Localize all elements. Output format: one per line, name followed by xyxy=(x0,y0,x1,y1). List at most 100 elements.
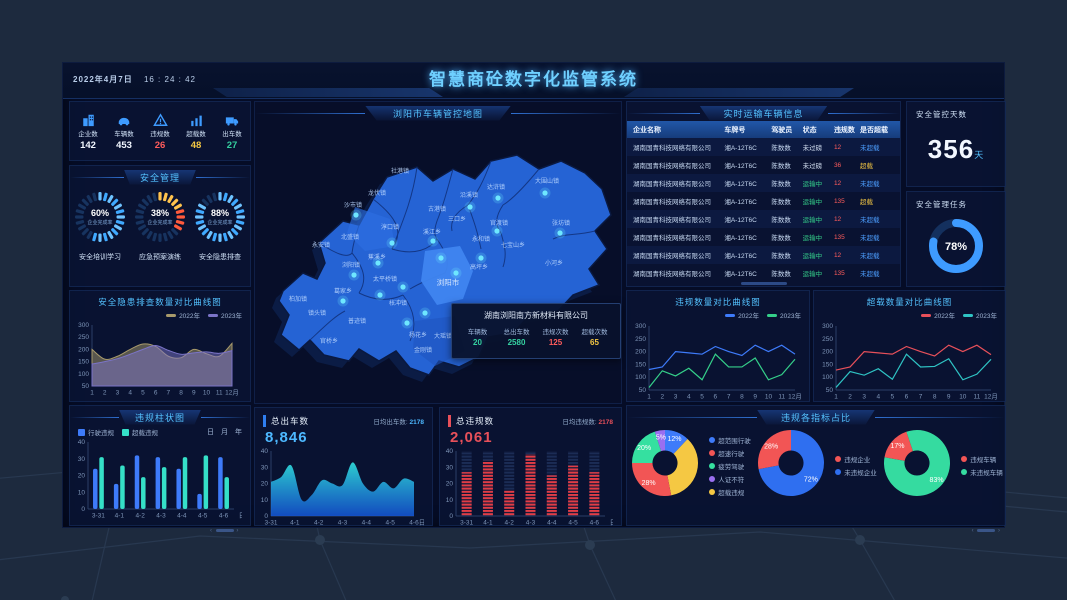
table-cell: 湘A-12T6C xyxy=(724,163,757,170)
svg-text:0: 0 xyxy=(449,513,453,520)
svg-text:10: 10 xyxy=(446,497,454,504)
table-cell: 陈数数 xyxy=(771,163,791,170)
vehicle-location-dot[interactable] xyxy=(430,238,436,244)
table-row[interactable]: 湖南国青科技网络有限公司 湘A-12T6C 陈数数 未过磅 12 未超载 xyxy=(627,138,900,156)
table-cell: 湘A-12T6C xyxy=(724,271,757,278)
tab-day[interactable]: 日 xyxy=(207,429,214,436)
vehicle-location-dot[interactable] xyxy=(557,230,563,236)
legend-item[interactable]: 违规企业 xyxy=(835,454,877,464)
svg-text:3: 3 xyxy=(116,390,120,397)
vehicle-location-dot[interactable] xyxy=(494,228,500,234)
table-header-cell: 企业名称 xyxy=(633,126,661,134)
table-cell: 135 xyxy=(833,233,845,241)
map-body: 社港镇 龙伏镇 沙市镇 淳口镇 北盛镇 永安镇 蕉溪乡 浏阳镇 太平桥镇 葛家乡 柏加镇 镇头镇 普迹镇… xyxy=(255,121,621,406)
table-row[interactable]: 湖南国青科技网络有限公司 湘A-12T6C 陈数数 运输中 135 未超载 xyxy=(627,264,900,282)
daily-dispatch-average: 日均出车数: 2178 xyxy=(373,416,424,426)
daily-dispatch-value: 2178 xyxy=(409,419,424,426)
svg-text:企业完成率: 企业完成率 xyxy=(87,219,112,226)
header-time: 16 : 24 : 42 xyxy=(143,75,196,84)
hazard-chart-legend: 2022年 2023年 xyxy=(70,308,250,320)
legend-item[interactable]: 2023年 xyxy=(208,310,242,320)
svg-text:4-5: 4-5 xyxy=(568,520,578,527)
daily-violation-value: 2178 xyxy=(598,419,613,426)
vehicle-location-dot[interactable] xyxy=(375,260,381,266)
legend-item[interactable]: 2023年 xyxy=(963,310,997,320)
vehicle-location-dot[interactable] xyxy=(353,212,359,218)
table-header-row: 企业名称 车牌号 驾驶员 状态 违规数 是否超载 xyxy=(627,121,900,138)
table-scrollbar[interactable] xyxy=(740,282,787,285)
vehicle-location-dot[interactable] xyxy=(495,195,501,201)
violation-line-chart: 50 100 150 200 250 300 1 2 3 4 5 6 7 8 9 10 11 12月 xyxy=(627,320,809,407)
svg-text:200: 200 xyxy=(635,349,646,356)
violation-line-legend: 2022年 2023年 xyxy=(627,308,809,320)
vehicle-location-dot[interactable] xyxy=(453,270,459,276)
map-town-label: 普迹镇 xyxy=(348,317,366,325)
vehicle-location-dot[interactable] xyxy=(438,255,444,261)
violation-indicators-panel: 违规各指标占比 12% 28% 20% 5% 超范围行驶 超速行驶 疲劳驾驶 人证不符 超载违… xyxy=(626,405,1006,534)
violation-bar-legend: 行驶违规 超载违规 xyxy=(78,427,207,437)
table-cell: 陈数数 xyxy=(771,181,791,188)
header-left-decoration xyxy=(213,88,443,97)
svg-text:3: 3 xyxy=(674,394,678,401)
table-cell: 湘A-12T6C xyxy=(724,199,757,206)
legend-item[interactable]: 超载违规 xyxy=(122,427,158,437)
legend-item[interactable]: 超范围行驶 xyxy=(709,435,751,445)
liuyang-map[interactable]: 社港镇龙伏镇沙市镇淳口镇北盛镇永安镇蕉溪乡浏阳镇太平桥镇葛家乡柏加镇镇头镇普迹镇… xyxy=(255,121,623,401)
header: 2022年4月7日 16 : 24 : 42 智慧商砼数字化监管系统 xyxy=(63,63,1004,99)
legend-item[interactable]: 疲劳驾驶 xyxy=(709,461,751,471)
vehicle-location-dot[interactable] xyxy=(340,298,346,304)
vehicle-location-dot[interactable] xyxy=(351,272,357,278)
legend-item[interactable]: 行驶违规 xyxy=(78,427,114,437)
table-row[interactable]: 湖南国青科技网络有限公司 湘A-12T6C 陈数数 运输中 12 未超载 xyxy=(627,210,900,228)
header-datetime: 2022年4月7日 16 : 24 : 42 xyxy=(73,63,196,97)
vehicle-location-dot[interactable] xyxy=(478,255,484,261)
legend-item[interactable]: 人证不符 xyxy=(709,474,751,484)
svg-text:9: 9 xyxy=(753,394,757,401)
svg-text:8: 8 xyxy=(740,394,744,401)
enterprise-violation-legend: 违规企业 未违规企业 xyxy=(835,454,877,477)
svg-text:0: 0 xyxy=(81,506,85,513)
legend-item[interactable]: 2022年 xyxy=(166,310,200,320)
svg-text:4-6: 4-6 xyxy=(409,520,419,527)
vehicle-location-dot[interactable] xyxy=(404,320,410,326)
legend-item[interactable]: 未违规企业 xyxy=(835,467,877,477)
svg-text:4-2: 4-2 xyxy=(505,520,515,527)
table-row[interactable]: 湖南国青科技网络有限公司 湘A-12T6C 陈数数 运输中 12 未超载 xyxy=(627,174,900,192)
legend-item[interactable]: 2022年 xyxy=(921,310,955,320)
stat-value: 27 xyxy=(226,140,238,151)
vehicle-location-dot[interactable] xyxy=(400,284,406,290)
map-vehicle-dots[interactable] xyxy=(337,187,566,329)
safety-days-title: 安全管控天数 xyxy=(916,110,967,119)
vehicle-violation-legend: 违规车辆 未违规车辆 xyxy=(961,454,1003,477)
legend-item[interactable]: 未违规车辆 xyxy=(961,467,1003,477)
table-cell: 超载 xyxy=(860,199,874,206)
vehicle-location-dot[interactable] xyxy=(389,240,395,246)
svg-text:88%: 88% xyxy=(211,208,229,218)
table-header-cell: 是否超载 xyxy=(860,126,889,134)
table-cell: 135 xyxy=(833,197,845,205)
horizontal-scrollbar[interactable]: ‹ › xyxy=(210,528,240,534)
legend-item[interactable]: 超速行驶 xyxy=(709,448,751,458)
table-row[interactable]: 湖南国青科技网络有限公司 湘A-12T6C 陈数数 未过磅 36 超载 xyxy=(627,156,900,174)
vehicle-location-dot[interactable] xyxy=(377,292,383,298)
legend-item[interactable]: 2023年 xyxy=(767,310,801,320)
legend-item[interactable]: 超载违规 xyxy=(709,487,751,497)
legend-item[interactable]: 违规车辆 xyxy=(961,454,1003,464)
violation-grouped-bar-chart: 0 10 20 30 40 3-31 4-1 4-2 4-3 4-4 4-5 4-6 日 xyxy=(70,437,250,526)
svg-text:4-1: 4-1 xyxy=(115,513,125,520)
vehicle-location-dot[interactable] xyxy=(422,310,428,316)
tooltip-field: 车辆数 20 xyxy=(467,329,488,347)
table-row[interactable]: 湖南国青科技网络有限公司 湘A-12T6C 陈数数 运输中 12 未超载 xyxy=(627,246,900,264)
table-row[interactable]: 湖南国青科技网络有限公司 湘A-12T6C 陈数数 运输中 135 未超载 xyxy=(627,228,900,246)
tab-month[interactable]: 月 xyxy=(221,429,228,436)
vehicle-location-dot[interactable] xyxy=(467,204,473,210)
horizontal-scrollbar[interactable]: ‹ › xyxy=(971,528,1001,534)
table-row[interactable]: 湖南国青科技网络有限公司 湘A-12T6C 陈数数 运输中 135 超载 xyxy=(627,192,900,210)
map-town-label: 大瑶镇 xyxy=(434,332,452,340)
svg-text:150: 150 xyxy=(635,361,646,368)
legend-item[interactable]: 2022年 xyxy=(725,310,759,320)
map-town-label: 浏阳市 xyxy=(437,277,460,287)
tab-year[interactable]: 年 xyxy=(235,429,242,436)
vehicle-location-dot[interactable] xyxy=(542,190,548,196)
table-cell: 未超载 xyxy=(860,217,880,224)
